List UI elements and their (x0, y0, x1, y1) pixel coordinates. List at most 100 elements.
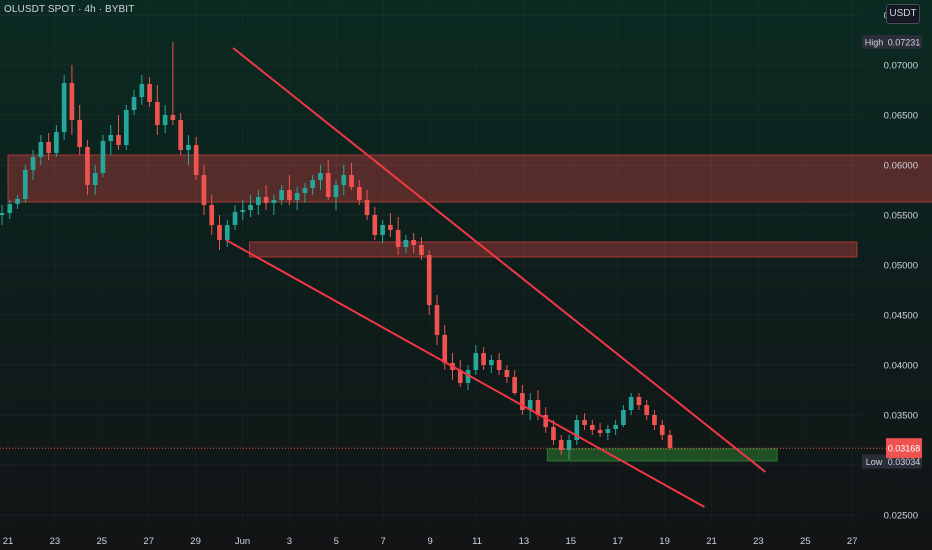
candle-down (426, 250, 432, 315)
candle-body (512, 377, 517, 393)
y-tick-label: 0.05500 (884, 211, 918, 222)
candle-down (597, 423, 603, 437)
trendline (232, 47, 767, 473)
candle-body (457, 370, 463, 383)
candle-body (341, 175, 347, 185)
candle-up (318, 165, 323, 190)
y-tick-label: 0.03500 (884, 411, 918, 422)
candle-body (131, 97, 137, 110)
candle-body (419, 245, 424, 255)
candle-up (380, 220, 385, 243)
candle-down (659, 420, 665, 440)
candle-body (240, 210, 246, 212)
candle-up (224, 220, 230, 247)
candle-body (535, 400, 541, 415)
candle-up (0, 205, 5, 225)
candle-up (240, 200, 246, 220)
y-tick-label: 0.07000 (884, 61, 918, 72)
candle-down (85, 140, 90, 195)
y-tick-label: 0.02500 (884, 511, 918, 522)
candle-up (38, 135, 44, 165)
candle-up (162, 105, 168, 133)
last-price-tag (886, 438, 922, 459)
candle-body (100, 141, 106, 173)
candle-up (333, 180, 339, 210)
candle-body (139, 84, 145, 97)
candle-up (473, 345, 479, 375)
candle-body (496, 360, 502, 370)
candle-body (465, 370, 471, 383)
candle-body (77, 120, 83, 147)
candle-body (263, 197, 269, 203)
candle-down (644, 400, 650, 420)
candle-body (551, 427, 556, 440)
x-tick-label: 7 (381, 536, 386, 547)
candle-down (411, 233, 417, 253)
x-tick-label: 5 (334, 536, 339, 547)
candle-body (566, 440, 572, 450)
candle-body (147, 84, 152, 102)
candle-body (442, 335, 448, 363)
candle-body (22, 170, 28, 199)
candle-body (597, 430, 603, 433)
currency-badge[interactable]: USDT (886, 4, 920, 24)
candle-down (356, 180, 362, 205)
candle-down (434, 295, 440, 345)
symbol-title[interactable]: OLUSDT SPOT · 4h · BYBIT (4, 4, 135, 15)
candle-up (7, 200, 13, 219)
candle-up (465, 365, 471, 390)
candle-down (116, 115, 121, 150)
candle-down (178, 113, 183, 155)
x-tick-label: 23 (50, 536, 61, 547)
candle-body (403, 240, 409, 247)
candle-body (621, 410, 626, 425)
candle-up (131, 90, 137, 115)
candle-body (302, 188, 308, 193)
candle-up (255, 190, 261, 215)
candle-body (543, 415, 549, 427)
candle-body (186, 145, 191, 150)
x-tick-label: 17 (612, 536, 623, 547)
candle-body (644, 405, 650, 415)
candle-body (294, 193, 300, 200)
x-tick-label: 19 (659, 536, 670, 547)
candle-body (255, 197, 261, 205)
candle-down (201, 165, 207, 215)
candle-down (325, 160, 331, 200)
x-tick-label: 23 (753, 536, 764, 547)
candle-body (0, 213, 5, 215)
candle-up (621, 405, 626, 427)
candle-up (123, 105, 129, 150)
candle-down (504, 365, 510, 383)
candle-body (85, 147, 90, 185)
candle-up (108, 125, 114, 155)
candle-up (271, 195, 277, 215)
candle-down (652, 410, 657, 430)
y-tick-label: 0.04500 (884, 311, 918, 322)
candle-body (15, 199, 20, 204)
candle-down (419, 237, 424, 260)
last-price-value: 0.03168 (888, 444, 921, 454)
candle-body (155, 102, 160, 125)
candle-body (388, 225, 393, 230)
candle-body (201, 175, 207, 205)
candle-up (294, 187, 300, 210)
candle-down (636, 393, 642, 410)
candle-body (574, 420, 580, 440)
candle-up (139, 75, 145, 105)
x-tick-label: 13 (519, 536, 530, 547)
candle-up (605, 425, 611, 440)
candle-up (61, 75, 67, 140)
candle-body (108, 135, 114, 141)
x-tick-label: 3 (287, 536, 292, 547)
candle-body (605, 429, 611, 433)
candle-down (582, 413, 587, 430)
candle-body (582, 420, 587, 425)
candle-body (232, 212, 238, 225)
candle-body (325, 173, 331, 197)
candle-down (512, 370, 517, 395)
resistance-zone (7, 154, 932, 203)
candle-body (318, 173, 323, 180)
candle-body (527, 400, 533, 410)
